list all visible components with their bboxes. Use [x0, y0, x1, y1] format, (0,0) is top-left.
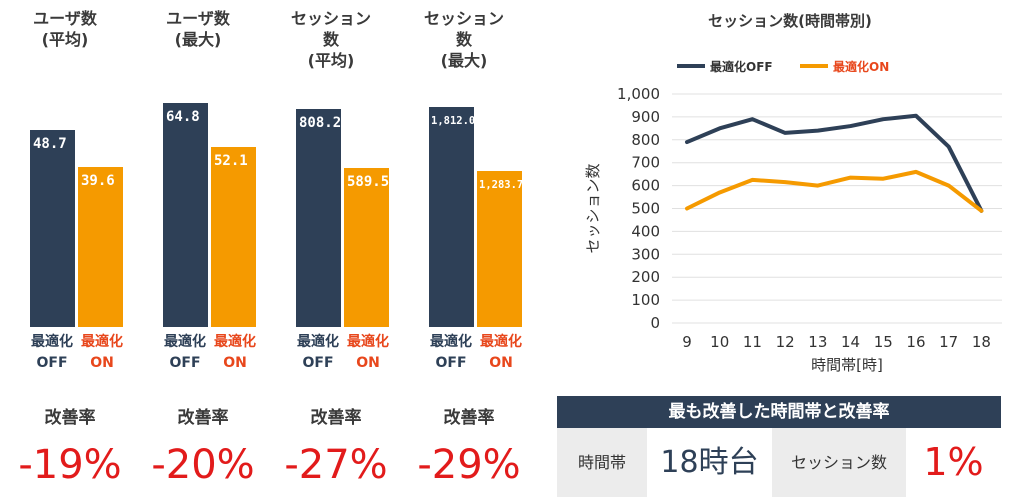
panel-title-line: 数: [322, 30, 339, 49]
x-tick-label: 18: [972, 333, 991, 351]
legend-on-label: 最適化ON: [833, 60, 890, 74]
improvement-label: 改善率: [310, 408, 362, 428]
bar-off: 64.8: [163, 103, 208, 327]
bar-on-label: 最適化 ON: [81, 334, 123, 371]
bar-off-label: 最適化 OFF: [430, 334, 472, 371]
x-tick-label: 9: [682, 333, 692, 351]
bar-on-value: 52.1: [214, 153, 248, 169]
improvement-label: 改善率: [44, 408, 96, 428]
summary-metric-value: 1%: [923, 440, 984, 484]
panel-title-line: セッション: [423, 9, 504, 28]
bar-on-label: 最適化 ON: [480, 334, 522, 371]
bar-on-label: 最適化 ON: [347, 334, 389, 371]
bar-off-label: 最適化 OFF: [31, 334, 73, 371]
y-tick-label: 0: [650, 314, 660, 332]
y-tick-label: 100: [631, 291, 660, 309]
x-tick-label: 14: [841, 333, 860, 351]
y-tick-label: 700: [631, 154, 660, 172]
bar-on: 52.1: [211, 147, 256, 327]
panel-title: ユーザ数 (最大): [133, 8, 263, 50]
y-tick-label: 600: [631, 177, 660, 195]
y-tick-label: 800: [631, 131, 660, 149]
panel-title: ユーザ数 (平均): [0, 8, 130, 50]
bar-off-value: 1,812.0: [431, 115, 476, 127]
x-tick-label: 17: [939, 333, 958, 351]
y-axis-title: セッション数: [584, 163, 602, 253]
bar-on-label: 最適化 ON: [214, 334, 256, 371]
legend-off-label: 最適化OFF: [710, 60, 773, 74]
x-tick-label: 10: [710, 333, 729, 351]
panel-title: セッション数 (平均): [266, 8, 396, 71]
x-tick-label: 16: [906, 333, 925, 351]
bar-off: 48.7: [30, 130, 75, 327]
y-tick-label: 500: [631, 200, 660, 218]
legend-on-swatch: [800, 64, 828, 68]
bar-off: 1,812.0: [429, 107, 476, 327]
improvement-value: -20%: [151, 442, 255, 488]
bar-off-value: 808.2: [299, 115, 342, 131]
summary-time-value: 18時台: [660, 445, 759, 480]
panel-title-line: (平均): [41, 30, 89, 49]
panel-title-line: (平均): [307, 51, 355, 70]
bar-on-value: 589.5: [347, 174, 390, 190]
improvement-label: 改善率: [177, 408, 229, 428]
x-axis-title: 時間帯[時]: [811, 356, 883, 374]
legend-off-swatch: [677, 64, 705, 68]
bar-off: 808.2: [296, 109, 341, 327]
summary-metric-label: セッション数: [772, 428, 906, 497]
bar-off-label: 最適化 OFF: [164, 334, 206, 371]
panel-title-line: セッション: [290, 9, 371, 28]
panel-title-line: (最大): [440, 51, 488, 70]
improvement-value: -29%: [417, 442, 521, 488]
y-tick-label: 1,000: [617, 85, 660, 103]
bar-on: 589.5: [344, 168, 389, 327]
y-tick-label: 400: [631, 222, 660, 240]
bar-off-label: 最適化 OFF: [297, 334, 339, 371]
bar-on: 1,283.7: [477, 171, 524, 327]
improvement-value: -27%: [284, 442, 388, 488]
bar-off-value: 48.7: [33, 136, 67, 152]
improvement-label: 改善率: [443, 408, 495, 428]
y-tick-label: 900: [631, 108, 660, 126]
bar-off-value: 64.8: [166, 109, 200, 125]
panel-title-line: ユーザ数: [33, 9, 97, 28]
panel-title-line: ユーザ数: [166, 9, 230, 28]
panel-title: セッション数 (最大): [399, 8, 529, 71]
bar-on-value: 39.6: [81, 173, 115, 189]
bar-on: 39.6: [78, 167, 123, 327]
y-tick-label: 300: [631, 245, 660, 263]
y-tick-label: 200: [631, 268, 660, 286]
series-off-line: [685, 113, 984, 213]
improvement-value: -19%: [18, 442, 122, 488]
panel-title-line: (最大): [174, 30, 222, 49]
x-tick-label: 12: [776, 333, 795, 351]
x-tick-label: 13: [808, 333, 827, 351]
x-tick-label: 15: [874, 333, 893, 351]
panel-title-line: 数: [455, 30, 472, 49]
session-line-chart: 0 100 200 300 400 500 600 700 800 900 1,000 9 10 11 12…: [584, 85, 1002, 374]
line-chart-title: セッション数(時間帯別): [708, 12, 872, 30]
summary-time-label: 時間帯: [557, 428, 647, 497]
summary-header: 最も改善した時間帯と改善率: [557, 396, 1001, 428]
bar-on-value: 1,283.7: [479, 179, 524, 191]
series-on-line: [685, 169, 984, 213]
x-tick-label: 11: [743, 333, 762, 351]
